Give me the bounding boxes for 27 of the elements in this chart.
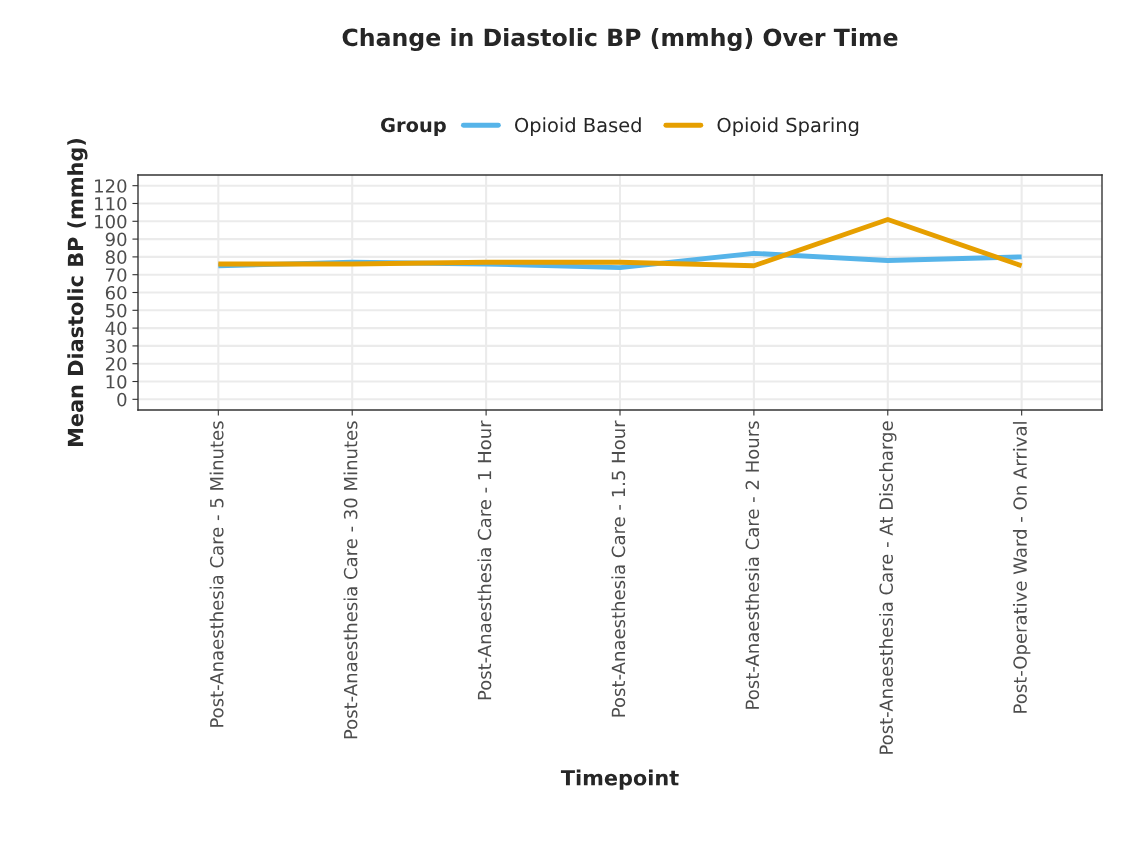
y-axis-title: Mean Diastolic BP (mmhg) <box>67 138 88 446</box>
y-tick-label: 80 <box>105 250 127 265</box>
y-tick-label: 60 <box>105 285 127 300</box>
y-tick-label: 0 <box>117 392 127 407</box>
chart-title: Change in Diastolic BP (mmhg) Over Time <box>342 28 898 52</box>
y-tick-label: 120 <box>95 179 127 193</box>
x-tick-label: Post-Anaesthesia Care - 1 Hour <box>477 420 492 700</box>
x-tick-label: Post-Anaesthesia Care - 1.5 Hour <box>611 420 626 717</box>
legend-label: Opioid Based <box>515 117 641 137</box>
y-tick-label: 20 <box>105 357 127 371</box>
y-tick-label: 90 <box>105 232 127 247</box>
y-tick-label: 110 <box>95 196 127 211</box>
y-tick-label: 30 <box>105 339 127 354</box>
x-tick-label: Post-Anaesthesia Care - 30 Minutes <box>343 421 358 739</box>
y-tick-label: 10 <box>106 374 127 389</box>
legend-title: Group <box>381 117 446 137</box>
y-tick-label: 70 <box>106 268 127 282</box>
y-tick-label: 100 <box>95 214 127 229</box>
x-tick-label: Post-Operative Ward - On Arrival <box>1012 422 1031 713</box>
y-tick-label: 40 <box>105 321 127 336</box>
line-series <box>215 217 1025 269</box>
x-tick-label: Post-Anaesthesia Care - 5 Minutes <box>209 421 224 727</box>
x-tick-label: Post-Anaesthesia Care - 2 Hours <box>745 421 760 709</box>
x-tick-label: Post-Anaesthesia Care - At Discharge <box>879 421 897 754</box>
legend-label: Opioid Sparing <box>717 117 859 137</box>
y-tick-label: 50 <box>106 303 127 318</box>
x-axis-title: Timepoint <box>560 769 679 790</box>
